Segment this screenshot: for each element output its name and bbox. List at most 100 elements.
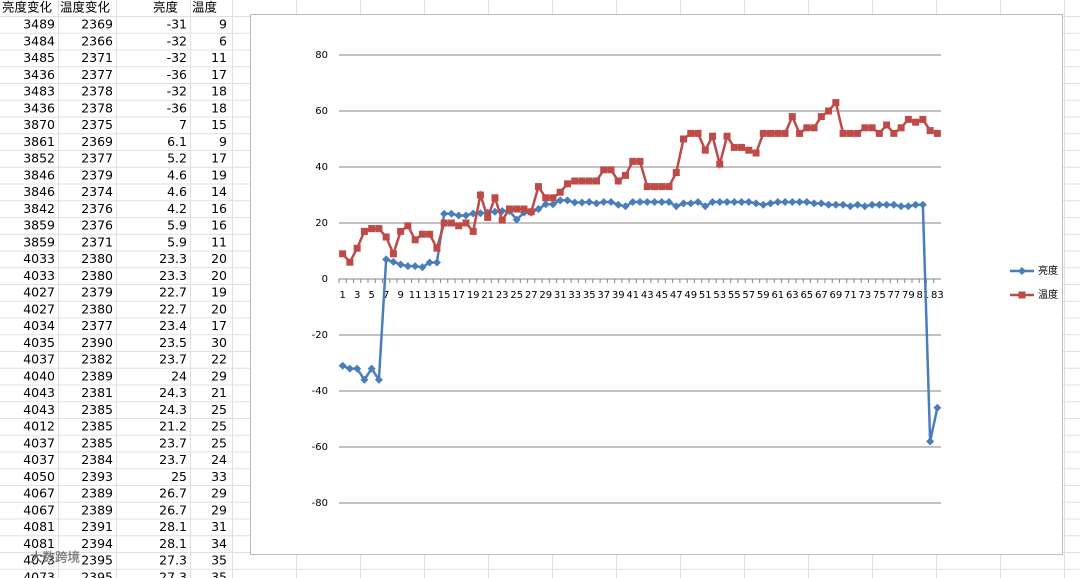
point	[592, 199, 601, 208]
point	[730, 143, 738, 151]
cell: 3436	[23, 67, 55, 82]
x-tick-label: 81	[917, 290, 930, 301]
cell: 2390	[81, 335, 113, 350]
cell: 4081	[23, 519, 55, 534]
cell: 4037	[23, 352, 55, 367]
point	[875, 129, 883, 137]
point	[890, 129, 898, 137]
point	[709, 132, 717, 140]
cell: 2378	[81, 100, 113, 115]
cell: -31	[167, 17, 187, 32]
point	[672, 169, 680, 177]
point	[404, 222, 412, 230]
point	[781, 129, 789, 137]
point	[556, 188, 564, 196]
cell: 3483	[23, 84, 55, 99]
point	[810, 124, 818, 132]
point	[425, 258, 434, 267]
point	[680, 135, 688, 143]
cell: 4.2	[167, 201, 187, 216]
point	[832, 99, 840, 107]
point	[737, 198, 746, 206]
point	[520, 205, 528, 213]
cell: 35	[211, 569, 227, 578]
cell: 2382	[81, 352, 113, 367]
cell: 3489	[23, 17, 55, 32]
x-tick-label: 63	[786, 290, 799, 301]
cell: -32	[167, 33, 187, 48]
cell: 3436	[23, 100, 55, 115]
point	[571, 177, 579, 185]
point	[534, 183, 542, 191]
point	[694, 129, 702, 137]
cell: 29	[211, 502, 227, 517]
point	[738, 143, 746, 151]
cell: 29	[211, 486, 227, 501]
cell: 3842	[23, 201, 55, 216]
y-tick-label: -40	[312, 386, 328, 397]
cell: 2385	[81, 402, 113, 417]
point	[397, 227, 405, 235]
cell: 24	[211, 452, 227, 467]
point	[665, 183, 673, 191]
point	[672, 202, 681, 211]
cell: 2378	[81, 84, 113, 99]
point	[658, 183, 666, 191]
cell: 29	[211, 368, 227, 383]
point	[426, 230, 434, 238]
cell: 23.3	[159, 251, 187, 266]
point	[810, 199, 819, 208]
point	[469, 227, 477, 235]
legend-label: 温度	[1038, 288, 1058, 301]
point	[382, 255, 391, 264]
x-tick-label: 57	[742, 290, 755, 301]
point	[570, 198, 579, 207]
cell: 25	[211, 402, 227, 417]
point	[643, 198, 652, 206]
point	[708, 198, 717, 206]
cell: 2391	[81, 519, 113, 534]
point	[375, 225, 383, 233]
point	[476, 191, 484, 199]
point	[345, 364, 354, 373]
cell: 15	[211, 117, 227, 132]
point	[883, 121, 891, 129]
cell: 4012	[23, 419, 55, 434]
cell: 35	[211, 553, 227, 568]
cell: 2394	[81, 536, 113, 551]
watermark: 大数跨境	[30, 550, 80, 565]
point	[636, 198, 644, 206]
cell: 34	[211, 536, 227, 551]
point	[432, 258, 441, 267]
x-tick-label: 31	[554, 290, 567, 301]
cell: 2389	[81, 486, 113, 501]
cell: 2379	[81, 285, 113, 300]
point	[548, 200, 557, 209]
point	[788, 198, 797, 206]
cell: 22.7	[159, 285, 187, 300]
point	[781, 198, 790, 206]
point	[629, 157, 637, 165]
cell: 9	[219, 134, 227, 149]
cell: 4037	[23, 435, 55, 450]
cell: 23.7	[159, 452, 187, 467]
cell: -36	[167, 67, 187, 82]
cell: 28.1	[159, 519, 187, 534]
cell: 19	[211, 285, 227, 300]
point	[339, 250, 347, 258]
cell: 16	[211, 218, 227, 233]
point	[759, 129, 767, 137]
point	[346, 258, 354, 266]
point	[846, 202, 855, 211]
cell: 17	[211, 67, 227, 82]
point	[860, 202, 869, 211]
cell: 24	[171, 368, 187, 383]
point	[628, 198, 637, 206]
y-tick-label: 0	[322, 274, 328, 285]
cell: 4037	[23, 452, 55, 467]
point	[904, 202, 913, 211]
point	[926, 127, 934, 135]
x-tick-label: 45	[655, 290, 668, 301]
chart-area	[250, 14, 1063, 555]
point	[650, 198, 659, 206]
